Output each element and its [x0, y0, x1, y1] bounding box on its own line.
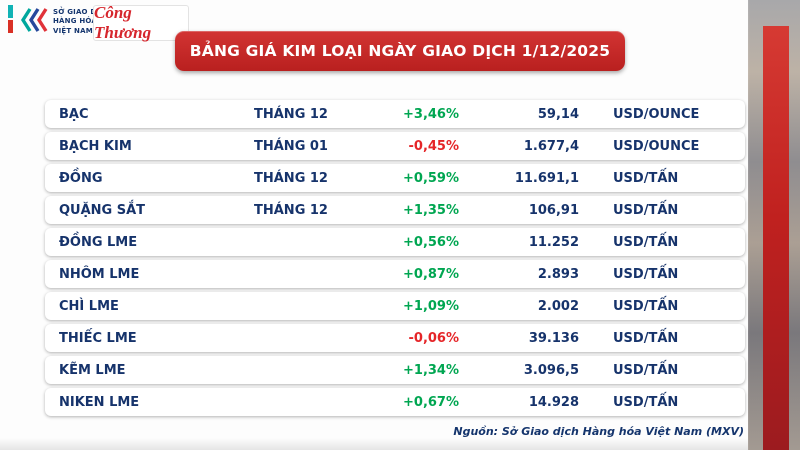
change-percent: +1,09% [403, 298, 459, 314]
price-value: 2.893 [537, 266, 579, 282]
congthuong-logo-text: Công Thương [94, 3, 152, 42]
mxv-chevrons-icon [20, 6, 48, 38]
change-percent: +0,56% [403, 234, 459, 250]
corner-bar-teal [8, 5, 13, 18]
contract-month: THÁNG 01 [254, 138, 328, 154]
red-vertical-band [763, 26, 789, 450]
table-row: NHÔM LME +0,87% 2.893 USD/TẤN [45, 260, 745, 288]
title-banner: BẢNG GIÁ KIM LOẠI NGÀY GIAO DỊCH 1/12/20… [175, 31, 625, 71]
change-percent: +0,59% [403, 170, 459, 186]
price-value: 11.252 [528, 234, 579, 250]
metal-name: CHÌ LME [59, 298, 119, 314]
price-value: 106,91 [528, 202, 579, 218]
change-percent: +3,46% [403, 106, 459, 122]
metal-name: ĐỒNG LME [59, 234, 138, 250]
change-percent: -0,06% [408, 330, 460, 346]
price-unit: USD/TẤN [613, 298, 679, 314]
price-unit: USD/TẤN [613, 330, 679, 346]
price-table: BẠC THÁNG 12 +3,46% 59,14 USD/OUNCE BẠCH… [45, 100, 745, 416]
change-percent: +0,87% [403, 266, 459, 282]
mxv-logo-text: SỞ GIAO DỊCH HÀNG HÓA VIỆT NAM [53, 8, 111, 36]
table-row: KẼM LME +1,34% 3.096,5 USD/TẤN [45, 356, 745, 384]
price-unit: USD/TẤN [613, 394, 679, 410]
price-value: 59,14 [537, 106, 579, 122]
bottom-fade [0, 438, 748, 450]
metal-name: ĐỒNG [59, 170, 103, 186]
price-unit: USD/TẤN [613, 170, 679, 186]
metal-name: NHÔM LME [59, 266, 140, 282]
mxv-line-3: VIỆT NAM [53, 26, 93, 35]
price-unit: USD/TẤN [613, 202, 679, 218]
congthuong-logo: Công Thương [93, 3, 189, 42]
table-row: ĐỒNG THÁNG 12 +0,59% 11.691,1 USD/TẤN [45, 164, 745, 192]
price-value: 11.691,1 [514, 170, 579, 186]
contract-month: THÁNG 12 [254, 106, 328, 122]
change-percent: +1,34% [403, 362, 459, 378]
change-percent: -0,45% [408, 138, 460, 154]
corner-bar-red [8, 20, 13, 33]
page-title: BẢNG GIÁ KIM LOẠI NGÀY GIAO DỊCH 1/12/20… [189, 42, 611, 60]
contract-month: THÁNG 12 [254, 202, 328, 218]
table-row: NIKEN LME +0,67% 14.928 USD/TẤN [45, 388, 745, 416]
metal-name: BẠCH KIM [59, 138, 132, 154]
price-unit: USD/TẤN [613, 266, 679, 282]
mxv-line-2: HÀNG HÓA [53, 17, 97, 26]
table-row: THIẾC LME -0,06% 39.136 USD/TẤN [45, 324, 745, 352]
table-row: ĐỒNG LME +0,56% 11.252 USD/TẤN [45, 228, 745, 256]
price-value: 3.096,5 [523, 362, 579, 378]
price-unit: USD/OUNCE [613, 106, 700, 122]
price-unit: USD/OUNCE [613, 138, 700, 154]
metal-name: BẠC [59, 106, 89, 122]
change-percent: +1,35% [403, 202, 459, 218]
contract-month: THÁNG 12 [254, 170, 328, 186]
price-unit: USD/TẤN [613, 362, 679, 378]
price-value: 14.928 [528, 394, 579, 410]
metal-name: NIKEN LME [59, 394, 140, 410]
table-row: CHÌ LME +1,09% 2.002 USD/TẤN [45, 292, 745, 320]
table-row: QUẶNG SẮT THÁNG 12 +1,35% 106,91 USD/TẤN [45, 196, 745, 224]
change-percent: +0,67% [403, 394, 459, 410]
table-row: BẠCH KIM THÁNG 01 -0,45% 1.677,4 USD/OUN… [45, 132, 745, 160]
price-unit: USD/TẤN [613, 234, 679, 250]
table-row: BẠC THÁNG 12 +3,46% 59,14 USD/OUNCE [45, 100, 745, 128]
price-value: 39.136 [528, 330, 579, 346]
metal-name: KẼM LME [59, 362, 126, 378]
price-value: 1.677,4 [523, 138, 579, 154]
source-note: Nguồn: Sở Giao dịch Hàng hóa Việt Nam (M… [453, 425, 744, 438]
metal-name: QUẶNG SẮT [59, 202, 146, 218]
metal-name: THIẾC LME [59, 330, 137, 346]
mxv-logo: SỞ GIAO DỊCH HÀNG HÓA VIỆT NAM [20, 6, 111, 38]
mxv-line-1: SỞ GIAO DỊCH [53, 7, 111, 16]
price-value: 2.002 [537, 298, 579, 314]
